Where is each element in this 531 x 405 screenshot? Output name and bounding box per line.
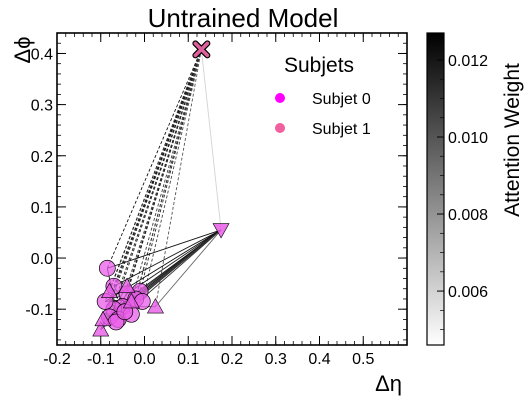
subjet-triangle-down-marker: [212, 223, 230, 239]
attention-edge: [135, 49, 202, 300]
attention-edge: [130, 49, 202, 315]
y-tick-label: 0.4: [31, 46, 53, 63]
colorbar-tick-label: 0.012: [448, 53, 488, 70]
attention-edge: [107, 229, 222, 269]
attention-edge: [126, 49, 202, 287]
subjet-triangle-up-marker: [94, 310, 112, 327]
attention-edge: [141, 49, 202, 302]
attention-edge: [113, 229, 222, 287]
colorbar-ticks: 0.006 0.008 0.010 0.012: [437, 53, 488, 330]
subjet-circle-marker: [98, 259, 116, 277]
y-axis-label: Δϕ: [10, 36, 35, 63]
y-tick-label: -0.1: [25, 302, 53, 319]
subjet-triangle-up-marker: [122, 292, 140, 309]
colorbar: [426, 32, 445, 346]
y-tick-label: 0.1: [31, 200, 53, 217]
x-ticks: -0.2 -0.1 0.0 0.1 0.2 0.3 0.4 0.5: [43, 33, 408, 368]
attention-edge: [130, 49, 202, 302]
colorbar-tick-label: 0.008: [448, 207, 488, 224]
y-tick-label: 0.0: [31, 251, 53, 268]
y-tick-label: 0.3: [31, 98, 53, 115]
colorbar-tick-label: 0.010: [448, 130, 488, 147]
x-tick-label: -0.1: [87, 351, 115, 368]
x-tick-label: -0.2: [43, 351, 71, 368]
colorbar-tick-label: 0.006: [448, 284, 488, 301]
attention-edge: [102, 49, 202, 320]
subjet-triangle-up-marker: [100, 282, 119, 298]
subjet-triangle-up-marker: [146, 298, 164, 314]
attention-edge: [154, 49, 202, 307]
legend: Subjets Subjet 0 Subjet 1: [275, 54, 371, 138]
chart-title: Untrained Model: [148, 3, 339, 33]
attention-edge: [109, 49, 202, 318]
x-tick-label: 0.5: [352, 351, 374, 368]
legend-marker-subjet-0: [275, 93, 285, 103]
y-ticks: -0.1 0.0 0.1 0.2 0.3 0.4: [25, 42, 407, 341]
legend-marker-subjet-1: [275, 123, 285, 133]
legend-label-subjet-0: Subjet 0: [312, 91, 371, 108]
x-tick-label: 0.1: [177, 351, 199, 368]
legend-title: Subjets: [284, 54, 354, 77]
attention-edge: [126, 229, 222, 295]
x-axis-label: Δη: [375, 371, 402, 396]
legend-label-subjet-1: Subjet 1: [312, 121, 371, 138]
attention-edge: [109, 49, 202, 292]
attention-edge: [155, 229, 222, 307]
markers-layer: [92, 40, 230, 337]
subjet-triangle-up-marker: [118, 277, 136, 293]
y-tick-label: 0.2: [31, 149, 53, 166]
colorbar-label: Attention Weight: [501, 63, 524, 217]
jet-axis-cross-marker-fill: [193, 41, 210, 58]
x-tick-label: 0.0: [133, 351, 155, 368]
x-tick-label: 0.4: [308, 351, 330, 368]
x-tick-label: 0.2: [221, 351, 243, 368]
attention-edge: [200, 49, 222, 230]
x-tick-label: 0.3: [265, 351, 287, 368]
